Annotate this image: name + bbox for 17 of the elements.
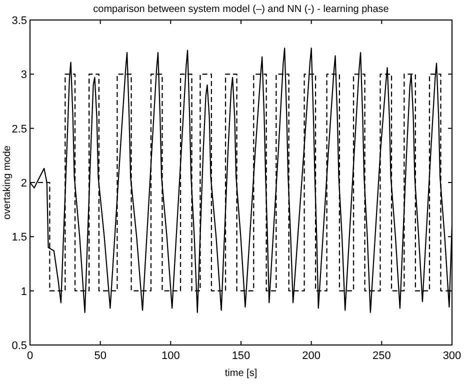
y-tick-label: 3.5 [12, 15, 27, 27]
x-tick-label: 150 [232, 350, 250, 362]
x-tick-label: 250 [372, 350, 391, 362]
x-axis-title: time [s] [224, 368, 258, 379]
chart-title: comparison between system model (–) and NN (-) - learning phase [93, 4, 390, 15]
x-tick-label: 300 [442, 350, 462, 362]
y-tick-label: 0.5 [12, 340, 27, 352]
x-tick-label: 100 [161, 350, 180, 362]
y-tick-label: 1.5 [12, 232, 27, 244]
x-tick-label: 200 [302, 350, 321, 362]
y-tick-label: 1 [20, 286, 27, 298]
x-tick-label: 0 [26, 350, 34, 362]
y-tick-label: 2.5 [12, 123, 27, 136]
y-axis-title: overtaking mode [2, 145, 13, 220]
y-tick-label: 3 [20, 69, 27, 82]
x-tick-label: 50 [94, 350, 106, 362]
y-tick-label: 2 [20, 178, 27, 190]
